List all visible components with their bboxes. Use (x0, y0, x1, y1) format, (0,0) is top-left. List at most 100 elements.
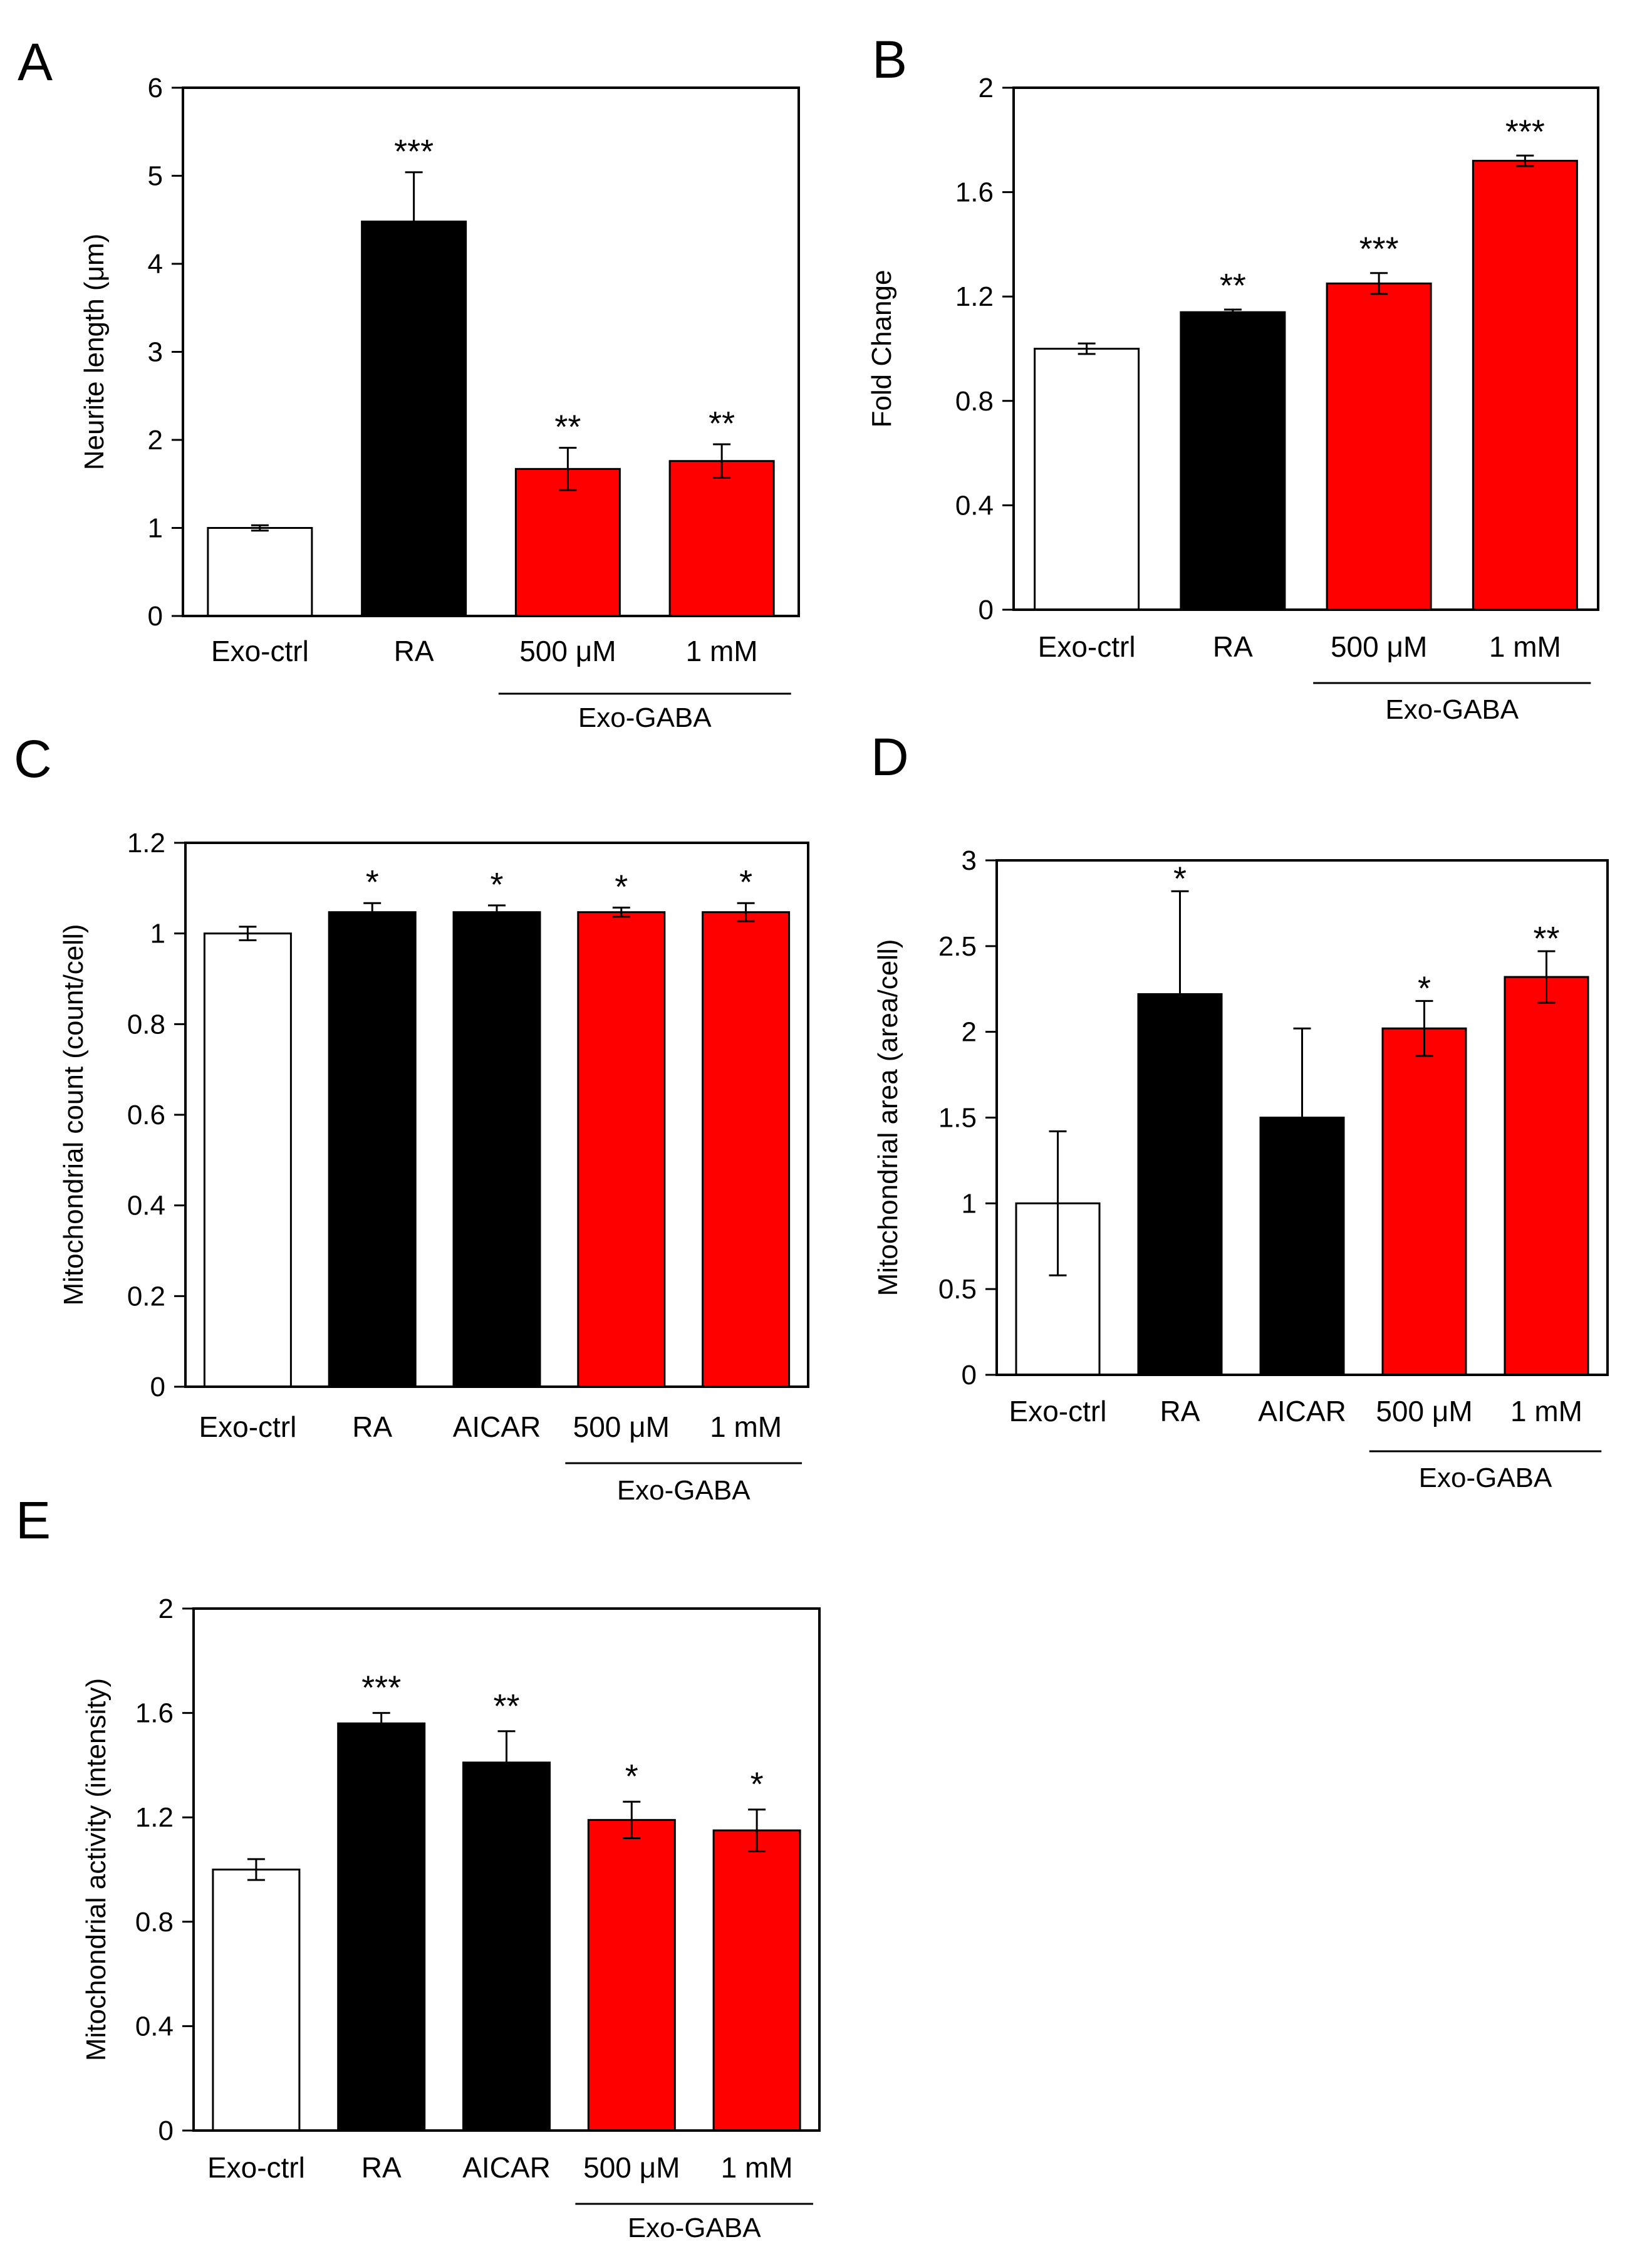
y-tick-label: 0 (158, 2116, 174, 2146)
y-tick-label: 0.8 (135, 1907, 174, 1938)
x-category-label: 1 mM (710, 1411, 782, 1443)
bar (1034, 348, 1140, 611)
panel-b: B 0 0.4 0.8 1.2 1.6 2 Fold Change Exo-ctrl ** RA **… (866, 30, 1599, 725)
x-category-label: Exo-ctrl (1038, 630, 1136, 663)
x-category-label: Exo-ctrl (207, 2151, 305, 2184)
significance-label: ** (709, 405, 735, 442)
x-category-label: RA (352, 1411, 392, 1443)
significance-label: ** (493, 1688, 519, 1725)
group-label: Exo-GABA (578, 702, 712, 733)
x-category-label: 1 mM (721, 2151, 793, 2184)
y-tick-label: 0.2 (127, 1281, 165, 1312)
plot-area (184, 842, 809, 1388)
panel-c: C 0 0.2 0.4 0.6 0.8 1 1.2 Mitochondrial count (c… (14, 729, 809, 1506)
x-category-label: 500 μM (1376, 1395, 1472, 1427)
y-tick-label: 1.6 (135, 1698, 174, 1729)
panel-letter: B (872, 30, 907, 89)
plot-area (192, 1607, 821, 2132)
y-tick-label: 0 (979, 595, 994, 625)
y-tick-label: 1 (962, 1188, 977, 1219)
y-axis-title: Mitochondrial area (area/cell) (873, 939, 903, 1296)
bar (337, 1722, 426, 2132)
y-axis-title: Neurite length (μm) (79, 234, 110, 470)
y-tick-label: 6 (148, 73, 163, 103)
x-category-label: RA (394, 635, 434, 667)
x-category-label: 1 mM (686, 635, 758, 667)
x-category-label: AICAR (453, 1411, 541, 1443)
plot-area (182, 86, 800, 617)
x-category-label: Exo-ctrl (1009, 1395, 1107, 1427)
y-tick-label: 1 (148, 513, 163, 544)
y-tick-label: 2 (962, 1017, 977, 1048)
y-tick-label: 0 (148, 601, 163, 632)
bar (1180, 311, 1286, 611)
group-label: Exo-GABA (628, 2213, 761, 2243)
y-tick-label: 4 (148, 249, 163, 279)
y-tick-label: 0.5 (938, 1274, 977, 1305)
bar (1326, 282, 1432, 611)
bar (712, 1829, 801, 2132)
panel-e: E 0 0.4 0.8 1.2 1.6 2 Mitochondrial activity (i… (16, 1491, 821, 2243)
y-tick-label: 1 (150, 919, 165, 949)
y-tick-label: 0.4 (955, 490, 994, 521)
y-tick-label: 3 (148, 337, 163, 368)
bar (1472, 160, 1578, 611)
significance-label: * (366, 863, 379, 901)
bar (514, 467, 621, 617)
y-tick-label: 2 (158, 1594, 174, 1624)
significance-label: * (751, 1766, 764, 1803)
y-tick-label: 3 (962, 845, 977, 876)
bar (1381, 1027, 1467, 1376)
significance-label: ** (554, 409, 581, 446)
significance-label: *** (1359, 231, 1399, 268)
bar (212, 1869, 301, 2132)
plot-area (1012, 86, 1599, 611)
x-category-label: Exo-ctrl (211, 635, 309, 667)
bar (1015, 1202, 1101, 1376)
panel-letter: E (16, 1491, 51, 1550)
x-category-label: AICAR (1258, 1395, 1346, 1427)
bar (462, 1761, 551, 2132)
significance-label: * (739, 863, 752, 901)
y-tick-label: 5 (148, 161, 163, 192)
y-axis-title: Mitochondrial activity (intensity) (81, 1678, 112, 2061)
group-label: Exo-GABA (1385, 694, 1519, 725)
bar (702, 911, 791, 1388)
plot-area (995, 859, 1609, 1376)
significance-label: * (1418, 969, 1431, 1007)
bar (207, 527, 313, 617)
x-category-label: 500 μM (573, 1411, 670, 1443)
y-axis-title: Fold Change (866, 270, 897, 428)
x-category-label: RA (361, 2151, 402, 2184)
bar (361, 221, 467, 617)
y-tick-label: 2.5 (938, 931, 977, 962)
group-label: Exo-GABA (1419, 1463, 1552, 1493)
significance-label: * (625, 1758, 638, 1795)
y-tick-label: 0 (150, 1372, 165, 1402)
y-tick-label: 1.2 (135, 1802, 174, 1833)
x-category-label: AICAR (462, 2151, 551, 2184)
bar (1504, 976, 1589, 1376)
y-tick-label: 0.6 (127, 1100, 165, 1130)
y-tick-label: 1.5 (938, 1103, 977, 1134)
x-category-label: 1 mM (1510, 1395, 1582, 1427)
group-label: Exo-GABA (617, 1475, 751, 1506)
bar (328, 911, 417, 1388)
y-tick-label: 0.8 (955, 386, 994, 417)
y-tick-label: 2 (148, 425, 163, 456)
significance-label: *** (394, 133, 434, 170)
significance-label: * (490, 866, 503, 904)
bar (577, 911, 666, 1388)
x-category-label: Exo-ctrl (199, 1411, 296, 1443)
y-tick-label: 1.2 (955, 281, 994, 312)
significance-label: * (1173, 860, 1187, 897)
panel-letter: D (871, 728, 909, 786)
panel-letter: C (14, 729, 52, 788)
y-tick-label: 2 (979, 73, 994, 103)
y-tick-label: 0.4 (135, 2011, 174, 2042)
y-tick-label: 0.8 (127, 1009, 165, 1040)
significance-label: * (615, 868, 628, 905)
x-category-label: RA (1160, 1395, 1200, 1427)
